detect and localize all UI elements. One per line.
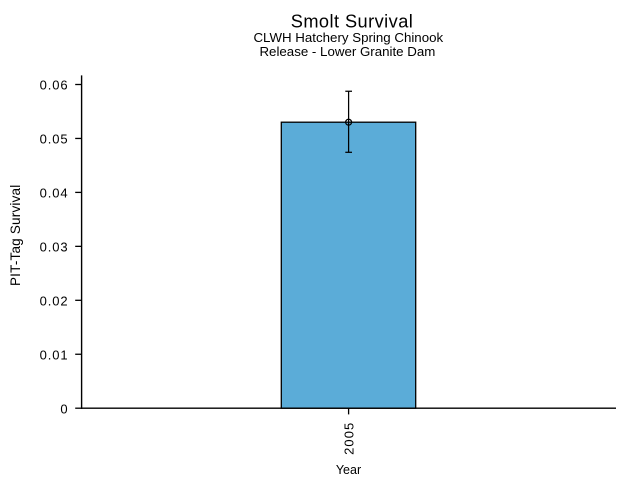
svg-text:CLWH Hatchery Spring Chinook: CLWH Hatchery Spring Chinook (253, 30, 443, 45)
svg-text:PIT-Tag Survival: PIT-Tag Survival (8, 185, 23, 286)
svg-text:0.02: 0.02 (40, 294, 69, 309)
svg-text:Year: Year (336, 463, 361, 477)
svg-text:Smolt Survival: Smolt Survival (291, 12, 414, 32)
svg-text:0.03: 0.03 (40, 240, 69, 255)
svg-text:2005: 2005 (341, 422, 356, 455)
svg-text:0: 0 (60, 401, 68, 416)
svg-text:0.06: 0.06 (40, 78, 69, 93)
svg-text:0.05: 0.05 (40, 132, 69, 147)
svg-text:0.01: 0.01 (40, 347, 69, 362)
svg-text:0.04: 0.04 (40, 186, 69, 201)
svg-text:Release - Lower Granite Dam: Release - Lower Granite Dam (259, 44, 435, 59)
